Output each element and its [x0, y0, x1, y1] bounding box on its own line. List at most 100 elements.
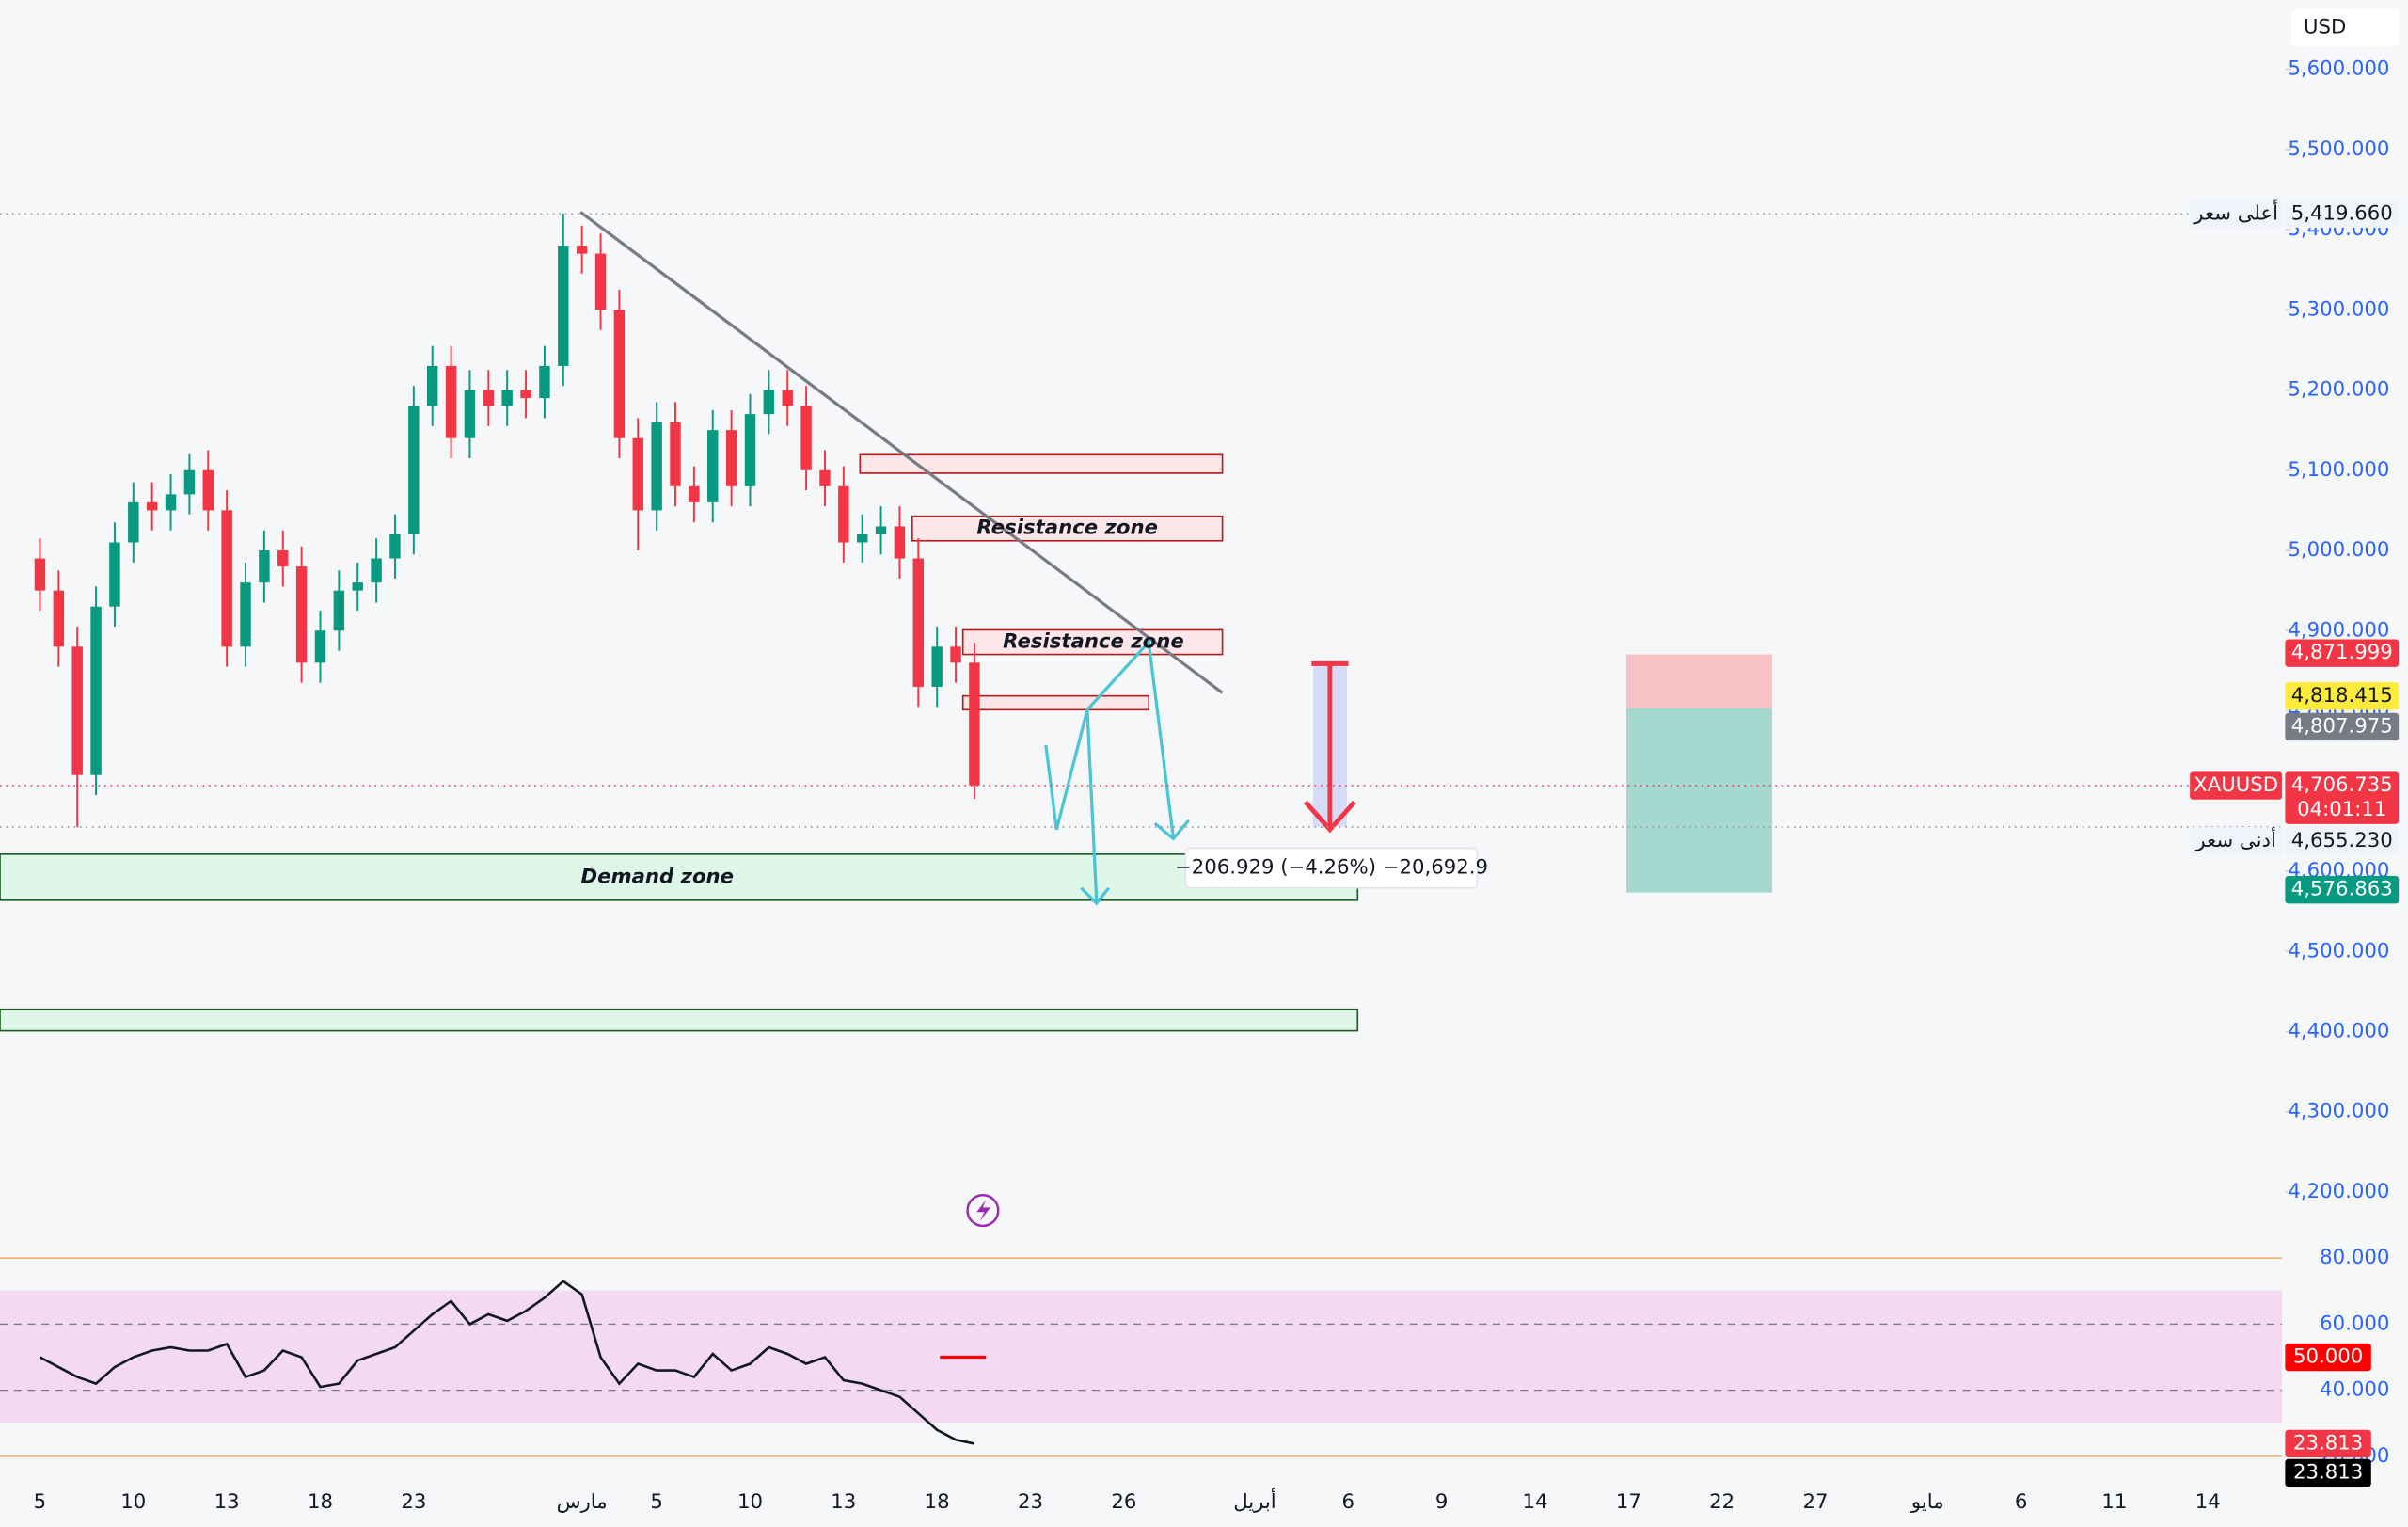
price-caption: XAUUSD	[2194, 773, 2278, 797]
arrow-head	[1303, 800, 1356, 834]
y-tick-label: 4,300.000	[2288, 1100, 2389, 1123]
rsi-tag	[2285, 1343, 2371, 1372]
annotation: Resistance zone	[976, 517, 1158, 540]
candle-body	[165, 494, 177, 511]
x-tick-label: 10	[120, 1490, 146, 1514]
rsi-line	[39, 1280, 975, 1445]
candle-body	[558, 246, 569, 366]
candle-body	[483, 390, 495, 406]
rsi-tag-label: 50.000	[2293, 1345, 2363, 1369]
y-tick-label: 5,100.000	[2288, 458, 2389, 482]
x-tick-label: 26	[1111, 1490, 1136, 1514]
candle-body	[725, 430, 737, 486]
price-tag	[2285, 682, 2400, 710]
price-tag-label: 4,807.975	[2291, 714, 2393, 738]
candle-body	[894, 526, 906, 559]
price-tag	[2285, 876, 2400, 904]
candle-body	[763, 390, 775, 415]
resistance-box	[961, 628, 1224, 656]
candle-body	[969, 662, 980, 786]
candle-body	[707, 430, 719, 502]
price-tag	[2285, 771, 2400, 824]
measure-label: −206.929 (−4.26%) −20,692.9	[1175, 856, 1488, 880]
x-tick-label: 6	[2015, 1490, 2028, 1514]
price-tag-label: 4,576.863	[2291, 878, 2393, 901]
y-tick-label: 4,900.000	[2288, 618, 2389, 642]
x-tick-label: مايو	[1910, 1490, 1944, 1514]
y-tick-label: 5,200.000	[2288, 378, 2389, 402]
candle-body	[670, 422, 681, 486]
candle-body	[819, 469, 831, 486]
rsi-tag-label: 23.813	[2293, 1431, 2363, 1455]
demand-box	[0, 1008, 1359, 1032]
caption-box	[2190, 827, 2283, 855]
y-tick-label: 4,200.000	[2288, 1180, 2389, 1203]
x-tick-label: 5	[34, 1490, 47, 1514]
x-tick-label: 17	[1616, 1490, 1641, 1514]
candle-body	[277, 550, 289, 567]
event-icon-bolt	[976, 1200, 991, 1222]
candle-body	[613, 310, 626, 438]
candle-body	[90, 606, 102, 775]
candle-body	[71, 646, 83, 775]
x-tick-label: 27	[1803, 1490, 1829, 1514]
candle-body	[576, 246, 588, 254]
candle-body	[259, 550, 270, 583]
candle-body	[146, 501, 158, 511]
x-tick-label: 5	[650, 1490, 663, 1514]
projection	[1085, 638, 1175, 838]
x-tick-label: 23	[401, 1490, 426, 1514]
x-tick-label: 14	[1522, 1490, 1547, 1514]
candle-body	[539, 365, 550, 399]
arrow-head	[1153, 819, 1190, 841]
x-tick-label: 18	[925, 1490, 950, 1514]
candle-body	[408, 406, 420, 534]
price-tag-label: 4,706.735	[2291, 773, 2393, 797]
candle-body	[314, 630, 326, 663]
projection	[1044, 708, 1099, 900]
candle-body	[202, 469, 214, 511]
x-tick-label: 9	[1435, 1490, 1449, 1514]
candle-body	[53, 590, 65, 647]
price-tag-label: 4,871.999	[2291, 641, 2393, 664]
measure-label-box	[1184, 847, 1479, 889]
resistance-box	[961, 694, 1150, 711]
rsi-tick-label: 40.000	[2320, 1378, 2389, 1402]
price-tag-label: 4,655.230	[2291, 829, 2393, 852]
candle-body	[501, 390, 513, 406]
candle-body	[838, 485, 849, 543]
candle-body	[594, 253, 607, 310]
x-tick-label: أبريل	[1233, 1488, 1275, 1514]
price-caption: أدنى سعر	[2194, 827, 2275, 852]
price-tag	[2285, 827, 2400, 855]
candle-body	[931, 646, 943, 687]
candle-body	[782, 390, 793, 406]
rsi-tag	[2285, 1429, 2371, 1458]
y-tick-label: 5,300.000	[2288, 297, 2389, 321]
candle-body	[689, 485, 700, 502]
candle-body	[632, 437, 643, 511]
rsi-tag-label: 23.813	[2293, 1460, 2363, 1484]
x-tick-label: 22	[1709, 1490, 1735, 1514]
series	[34, 213, 980, 1445]
event-icon[interactable]	[966, 1194, 1000, 1228]
x-tick-label: 11	[2101, 1490, 2127, 1514]
caption-box	[2190, 199, 2283, 228]
x-tick-label: 18	[308, 1490, 333, 1514]
rsi-tag	[2285, 1458, 2371, 1487]
price-tag-label: 4,818.415	[2291, 684, 2393, 708]
currency-box	[2290, 8, 2400, 47]
candle-body	[950, 646, 961, 663]
y-tick-label: 5,600.000	[2288, 57, 2389, 81]
candle-body	[800, 406, 812, 470]
x-tick-label: مارس	[557, 1490, 608, 1514]
candle-body	[109, 542, 120, 607]
candle-body	[651, 422, 662, 511]
caption-box	[2190, 771, 2283, 800]
candle-body	[240, 582, 251, 647]
candle-body	[875, 526, 887, 534]
x-tick-label: 13	[214, 1490, 240, 1514]
target-zone	[1625, 708, 1773, 893]
